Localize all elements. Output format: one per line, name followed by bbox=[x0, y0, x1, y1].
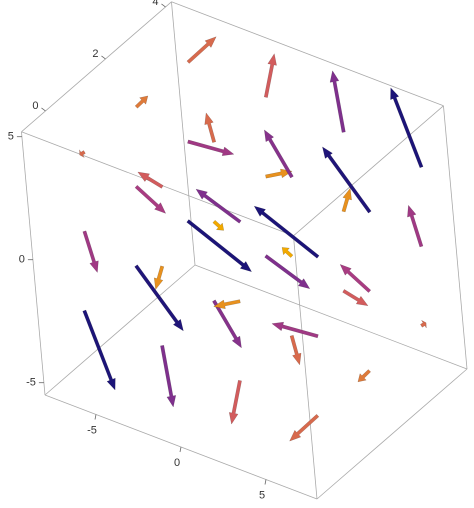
z-tick-label: 5 bbox=[8, 131, 14, 143]
vector-arrow bbox=[228, 379, 242, 425]
vector-arrow bbox=[357, 369, 372, 383]
box-edge bbox=[171, 1, 196, 266]
x-tick bbox=[264, 479, 267, 485]
vector-arrow bbox=[420, 319, 427, 329]
vector-arrow bbox=[134, 264, 184, 332]
box-edge bbox=[44, 264, 196, 396]
vector-arrow bbox=[329, 70, 346, 133]
vector-arrow bbox=[253, 205, 320, 259]
vector-arrow bbox=[160, 345, 177, 408]
y-tick bbox=[161, 3, 166, 8]
box-edge bbox=[293, 235, 318, 500]
vector-arrow bbox=[186, 219, 253, 273]
vector-arrow bbox=[339, 263, 372, 293]
vector-arrow bbox=[204, 112, 217, 143]
x-tick bbox=[94, 414, 97, 420]
vector-arrow bbox=[137, 171, 164, 189]
y-tick-label: 0 bbox=[32, 100, 38, 112]
vector-arrow bbox=[186, 36, 217, 64]
vector-arrow bbox=[390, 87, 424, 169]
y-tick bbox=[41, 107, 46, 112]
x-tick-label: 0 bbox=[174, 457, 180, 469]
vector-arrow bbox=[341, 187, 352, 213]
box-edge bbox=[171, 1, 444, 107]
vector-arrow bbox=[407, 204, 424, 248]
vector-arrow bbox=[134, 184, 167, 214]
vector-arrow bbox=[322, 146, 372, 214]
box-edge bbox=[21, 1, 172, 133]
z-tick-label: -5 bbox=[26, 377, 36, 389]
vector-arrow bbox=[264, 254, 311, 290]
vector-arrow bbox=[195, 188, 242, 224]
y-tick-label: 4 bbox=[152, 0, 158, 8]
x-tick bbox=[179, 446, 182, 453]
box-edge bbox=[293, 105, 444, 237]
y-tick bbox=[101, 55, 106, 60]
vector-arrow bbox=[263, 129, 294, 179]
y-tick-label: 2 bbox=[92, 48, 98, 60]
box-edge bbox=[443, 105, 468, 370]
vector-arrow bbox=[212, 219, 225, 231]
vector-arrow bbox=[342, 289, 369, 307]
vector-arrow bbox=[289, 334, 302, 366]
vector-arrow bbox=[263, 53, 277, 98]
vector-arrow bbox=[82, 309, 116, 391]
vector-arrow bbox=[79, 149, 86, 159]
vector-arrow bbox=[187, 139, 235, 156]
vector-arrow bbox=[281, 247, 294, 258]
vector-arrow bbox=[134, 95, 149, 109]
vector-arrow bbox=[213, 299, 241, 310]
x-tick-label: 5 bbox=[259, 489, 265, 501]
vector-arrow bbox=[82, 230, 99, 274]
vector-arrow bbox=[153, 265, 165, 291]
box-edge bbox=[21, 131, 46, 396]
x-tick-label: -5 bbox=[87, 424, 97, 436]
box-edge bbox=[316, 368, 468, 500]
vector-arrow bbox=[289, 413, 320, 442]
z-tick-label: 0 bbox=[19, 254, 25, 266]
box-edge bbox=[194, 264, 468, 370]
vector-arrow bbox=[271, 321, 319, 339]
